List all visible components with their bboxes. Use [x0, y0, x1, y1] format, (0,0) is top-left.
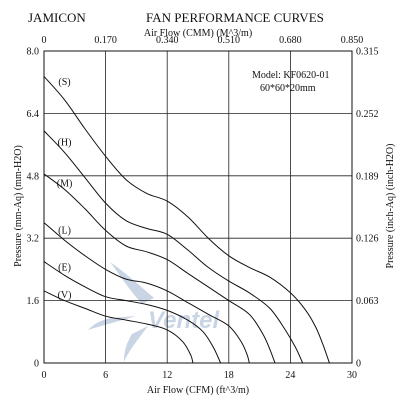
bottom-axis-title: Air Flow (CFM) (ft^3/m) — [147, 385, 249, 396]
curve-label: (H) — [58, 138, 72, 149]
y-tick-label: 6.4 — [27, 109, 40, 120]
y-tick-label: 1.6 — [27, 296, 40, 307]
right-axis-title: Pressure (inch-Aq) (inch-H2O) — [385, 144, 396, 269]
curve-line — [43, 173, 276, 364]
y2-tick-label: 0.189 — [356, 171, 379, 182]
top-axis-title: Air Flow (CMM) (M^3/m) — [144, 28, 252, 39]
grid — [44, 51, 352, 363]
x-tick-label: 12 — [162, 370, 172, 381]
fan-blade-icon — [110, 262, 154, 304]
curve-line — [43, 261, 222, 364]
watermark: Ventel — [88, 262, 220, 362]
fan-blade-icon — [124, 326, 148, 362]
curves: (S) (H) (M) (L) (E) (V) — [43, 76, 330, 364]
y2-tick-label: 0.252 — [356, 109, 379, 120]
model-label: Model: KF0620-01 — [252, 70, 330, 81]
x2-tick-label: 0.170 — [94, 35, 117, 46]
left-axis-title: Pressure (mm-Aq) (mm-H2O) — [13, 145, 24, 267]
x-tick-label: 24 — [285, 370, 295, 381]
y-tick-label: 4.8 — [27, 171, 40, 182]
curve-label: (S) — [58, 77, 70, 88]
brand-label: JAMICON — [28, 10, 86, 25]
y2-tick-label: 0.063 — [356, 296, 379, 307]
curve-label: (E) — [58, 262, 71, 273]
curve-label: (L) — [58, 225, 71, 236]
curve-line — [43, 76, 330, 364]
x2-tick-label: 0 — [42, 35, 47, 46]
curve-label: (V) — [58, 290, 72, 301]
x-tick-label: 18 — [224, 370, 234, 381]
x2-tick-label: 0.850 — [341, 35, 364, 46]
axes: 0 6 12 18 24 300 0.170 0.340 0.510 0.680 0.85001.6… — [27, 35, 379, 381]
y2-tick-label: 0.126 — [356, 234, 379, 245]
y2-tick-label: 0.315 — [356, 47, 379, 58]
x2-tick-label: 0.510 — [218, 35, 241, 46]
y-tick-label: 3.2 — [27, 234, 40, 245]
curve-label: (M) — [57, 179, 73, 190]
y2-tick-label: 0 — [356, 359, 361, 370]
y-tick-label: 8.0 — [27, 47, 40, 58]
x-tick-label: 30 — [347, 370, 357, 381]
chart-title: FAN PERFORMANCE CURVES — [146, 10, 324, 25]
x2-tick-label: 0.680 — [279, 35, 302, 46]
x2-tick-label: 0.340 — [156, 35, 179, 46]
curve-line — [43, 222, 250, 364]
y-tick-label: 0 — [34, 359, 39, 370]
watermark-text: Ventel — [148, 307, 220, 334]
x-tick-label: 6 — [103, 370, 108, 381]
curve-line — [43, 130, 304, 364]
plot-frame — [43, 50, 353, 364]
size-label: 60*60*20mm — [260, 83, 316, 94]
curve-line — [43, 290, 194, 364]
x-tick-label: 0 — [42, 370, 47, 381]
